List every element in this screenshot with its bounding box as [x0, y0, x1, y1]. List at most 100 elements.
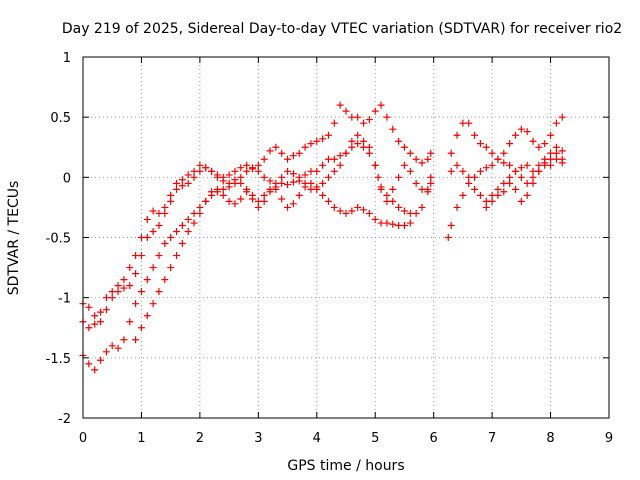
- data-point: [523, 128, 531, 136]
- data-point: [284, 181, 292, 189]
- data-point: [482, 143, 490, 151]
- data-point: [143, 234, 151, 241]
- x-tick-labels: 0 1 2 3 4 5 6 7 8 9: [79, 431, 613, 446]
- data-point: [465, 119, 473, 127]
- data-point: [213, 185, 221, 193]
- data-point: [324, 155, 332, 163]
- data-points: [79, 101, 566, 374]
- x-tick-label: 4: [313, 431, 321, 446]
- data-point: [155, 221, 163, 229]
- data-point: [424, 188, 432, 196]
- data-point: [91, 320, 99, 328]
- x-axis-title: GPS time / hours: [287, 458, 404, 474]
- data-point: [85, 324, 93, 332]
- data-point: [482, 203, 490, 211]
- data-point: [167, 234, 175, 241]
- data-point: [243, 167, 251, 175]
- data-point: [260, 173, 268, 181]
- y-axis-title: SDTVAR / TECUs: [6, 181, 22, 296]
- data-point: [453, 131, 461, 139]
- y-tick-labels: 1 0.5 0 -0.5 -1 -1.5 -2: [46, 51, 71, 427]
- data-point: [348, 113, 356, 121]
- data-point: [330, 155, 338, 163]
- data-point: [161, 209, 169, 217]
- data-point: [196, 203, 204, 211]
- data-point: [471, 173, 479, 181]
- data-point: [395, 203, 403, 211]
- data-point: [488, 197, 496, 205]
- data-point: [307, 140, 315, 148]
- data-point: [348, 207, 356, 215]
- data-point: [447, 167, 455, 175]
- data-point: [114, 288, 122, 296]
- data-point: [400, 207, 408, 215]
- series-track-h: [482, 149, 566, 211]
- data-point: [418, 185, 426, 193]
- data-point: [108, 342, 116, 350]
- data-point: [260, 191, 268, 199]
- data-point: [465, 179, 473, 187]
- data-point: [330, 167, 338, 175]
- data-point: [465, 173, 473, 181]
- data-point: [143, 215, 151, 223]
- data-point: [97, 318, 105, 326]
- data-point: [523, 161, 531, 169]
- data-point: [319, 135, 327, 143]
- grid-lines: [83, 57, 609, 418]
- data-point: [137, 324, 145, 332]
- data-point: [389, 197, 397, 205]
- data-point: [348, 137, 356, 145]
- data-point: [295, 191, 303, 199]
- data-point: [237, 164, 245, 172]
- data-point: [342, 149, 350, 157]
- data-point: [389, 185, 397, 193]
- data-point: [190, 219, 198, 227]
- data-point: [272, 143, 280, 151]
- data-point: [155, 209, 163, 217]
- data-point: [132, 252, 140, 260]
- data-point: [313, 183, 321, 191]
- data-point: [482, 197, 490, 205]
- data-point: [97, 308, 105, 316]
- data-point: [389, 220, 397, 228]
- data-point: [552, 119, 560, 127]
- data-point: [365, 143, 373, 151]
- data-point: [406, 149, 414, 157]
- data-point: [336, 152, 344, 160]
- data-point: [406, 167, 414, 175]
- data-point: [196, 167, 204, 175]
- x-tick-label: 7: [488, 431, 496, 446]
- data-point: [447, 149, 455, 157]
- data-point: [406, 209, 414, 217]
- data-point: [120, 336, 128, 344]
- data-point: [395, 137, 403, 145]
- data-point: [178, 182, 186, 190]
- y-tick-label: 0: [63, 171, 71, 186]
- data-point: [494, 185, 502, 193]
- data-point: [511, 167, 519, 175]
- data-point: [558, 147, 566, 155]
- data-point: [400, 143, 408, 151]
- data-point: [529, 137, 537, 145]
- data-point: [184, 227, 192, 235]
- data-point: [377, 219, 385, 227]
- data-point: [301, 143, 309, 151]
- data-point: [552, 149, 560, 157]
- y-tick-label: -1: [58, 292, 71, 307]
- data-point: [248, 195, 256, 203]
- data-point: [132, 270, 140, 278]
- data-point: [266, 188, 274, 196]
- data-point: [377, 185, 385, 193]
- data-point: [365, 149, 373, 157]
- series-track-c: [79, 131, 435, 374]
- data-point: [377, 101, 385, 109]
- data-point: [243, 188, 251, 196]
- data-point: [529, 173, 537, 181]
- data-point: [178, 176, 186, 184]
- data-point: [459, 167, 467, 175]
- data-point: [427, 179, 435, 187]
- data-point: [541, 161, 549, 169]
- data-point: [284, 155, 292, 163]
- data-point: [231, 176, 239, 184]
